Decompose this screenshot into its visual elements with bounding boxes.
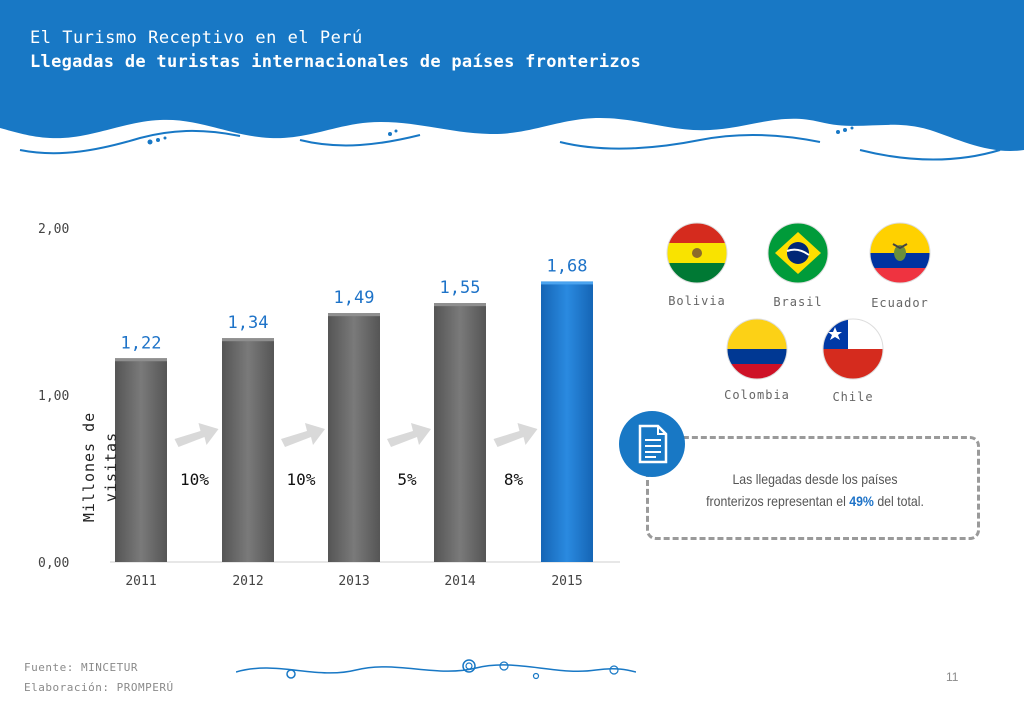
- x-tick-label: 2011: [125, 574, 156, 589]
- footer-wave-decoration: [236, 659, 636, 680]
- bar-chart: 0,00 1,00 2,00 1,22 2011 1,34 2012 1,49 2013 1,55…: [38, 222, 620, 589]
- y-tick-label: 0,00: [38, 556, 69, 571]
- note-highlight: 49%: [849, 493, 874, 509]
- document-icon: [619, 411, 685, 477]
- flag-label-ecuador: Ecuador: [871, 296, 929, 310]
- flag-label-chile: Chile: [832, 390, 874, 404]
- note-box: [646, 436, 980, 540]
- y-axis-label-wrap: Millones de visitas: [70, 395, 130, 535]
- note-text: Las llegadas desde los países fronterizo…: [679, 468, 952, 512]
- header-banner: El Turismo Receptivo en el Perú Llegadas…: [0, 0, 1024, 180]
- page-subtitle: Llegadas de turistas internacionales de …: [30, 52, 642, 72]
- x-tick-label: 2012: [232, 574, 263, 589]
- note-line-2-post: del total.: [873, 493, 924, 509]
- y-axis-label: Millones de visitas: [80, 411, 120, 523]
- flag-label-colombia: Colombia: [724, 388, 790, 402]
- page-title: El Turismo Receptivo en el Perú: [30, 28, 363, 48]
- chile-flag-icon: [822, 318, 884, 380]
- bar-top-highlight: [328, 313, 380, 317]
- footer-elaboration: Elaboración: PROMPERÚ: [24, 681, 174, 694]
- growth-arrow: [174, 423, 219, 447]
- flag-label-bolivia: Bolivia: [668, 294, 726, 308]
- growth-label: 10%: [180, 470, 209, 489]
- growth-arrow: [281, 423, 325, 447]
- x-tick-label: 2013: [338, 574, 369, 589]
- growth-label: 8%: [504, 470, 524, 489]
- y-tick-label: 1,00: [38, 389, 69, 404]
- x-tick-label: 2015: [551, 574, 582, 589]
- data-label: 1,49: [334, 288, 375, 308]
- bar-top-highlight: [541, 281, 593, 285]
- bar-top-highlight: [115, 358, 167, 362]
- note-line-2: fronterizos representan el 49% del total…: [679, 490, 952, 512]
- growth-label: 10%: [287, 470, 316, 489]
- growth-arrow: [387, 423, 431, 447]
- bar-top-highlight: [222, 338, 274, 342]
- ecuador-flag-icon: [869, 222, 931, 284]
- data-label: 1,22: [121, 333, 162, 353]
- y-tick-label: 2,00: [38, 222, 69, 237]
- footer-source: Fuente: MINCETUR: [24, 661, 138, 674]
- bar: [328, 313, 380, 562]
- note-line-2-pre: fronterizos representan el: [706, 493, 850, 509]
- bar-top-highlight: [434, 303, 486, 307]
- brazil-flag-icon: [767, 222, 829, 284]
- page-number: 11: [946, 670, 959, 684]
- flag-label-brasil: Brasil: [773, 295, 823, 309]
- header-wave-background: [0, 0, 1024, 161]
- bolivia-flag-icon: [666, 222, 728, 284]
- data-label: 1,68: [547, 256, 588, 276]
- growth-label: 5%: [397, 470, 417, 489]
- bar: [222, 338, 274, 562]
- colombia-flag-icon: [726, 318, 788, 380]
- data-label: 1,55: [440, 278, 481, 298]
- growth-arrow: [493, 423, 538, 447]
- note-line-1: Las llegadas desde los países: [732, 471, 898, 487]
- bar: [434, 303, 486, 562]
- x-tick-label: 2014: [444, 574, 475, 589]
- bar: [115, 358, 167, 562]
- data-label: 1,34: [228, 313, 269, 333]
- bar: [541, 281, 593, 562]
